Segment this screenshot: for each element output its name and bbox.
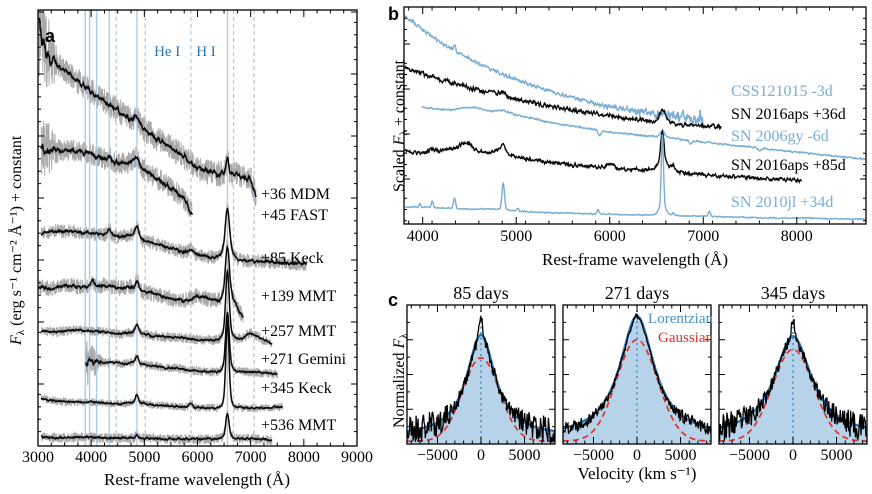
scaled-prefix: Scaled xyxy=(391,145,408,192)
lambda-subscript: λ xyxy=(15,329,27,336)
panel-b-xtick-5000: 5000 xyxy=(500,228,533,245)
panel-c2-xtick-0: 0 xyxy=(789,447,797,464)
legend-label-lorentzian: Lorentzian xyxy=(648,311,713,327)
panel-b-label: b xyxy=(388,4,399,24)
panel-c-xaxis-title: Velocity (km s⁻¹) xyxy=(577,464,697,483)
flux-units: (erg s⁻¹ cm⁻² Å⁻¹) + constant xyxy=(8,135,25,330)
panel-a-xtick-8000: 8000 xyxy=(287,449,320,466)
series-label-sn-2016aps-36d: SN 2016aps +36d xyxy=(731,106,846,123)
flux-symbol: F xyxy=(391,135,408,146)
spectrum-label-271-gemini: +271 Gemini xyxy=(261,351,347,368)
series-label-sn-2010jl-34d: SN 2010jl +34d xyxy=(731,194,834,211)
subplot-title-271-days: 271 days xyxy=(604,283,670,303)
species-label-he-i: He I xyxy=(154,44,181,60)
panel-a-xtick-3000: 3000 xyxy=(22,449,54,466)
panel-b-xtick-8000: 8000 xyxy=(780,228,813,245)
panel-a-yaxis-title: Fλ (erg s⁻¹ cm⁻² Å⁻¹) + constant xyxy=(6,136,27,345)
panel-c1-xtick-0: 0 xyxy=(633,447,641,464)
series-label-css121015-3d: CSS121015 -3d xyxy=(731,83,833,100)
panel-c0-xtick-0: 0 xyxy=(477,447,485,464)
subplot-title-345-days: 345 days xyxy=(760,283,826,303)
normalized-prefix: Normalized xyxy=(391,348,408,428)
flux-symbol: F xyxy=(8,335,25,345)
panel-b-xaxis-title: Rest-frame wavelength (Å) xyxy=(542,250,728,269)
series-label-sn-2006gy-6d: SN 2006gy -6d xyxy=(731,128,829,145)
spectrum-label-536-mmt: +536 MMT xyxy=(261,417,337,434)
species-label-h-i: H I xyxy=(196,44,216,60)
panel-c-label: c xyxy=(388,290,399,310)
panel-b-yaxis-title: Scaled Fλ + constant xyxy=(391,60,410,192)
spectrum-label-345-keck: +345 Keck xyxy=(261,380,332,397)
series-label-sn-2016aps-85d: SN 2016aps +85d xyxy=(731,157,846,174)
panel-a-xtick-4000: 4000 xyxy=(75,449,108,466)
panel-c2-xtick--5000: −5000 xyxy=(728,447,770,464)
panel-c-yaxis-title: Normalized Fλ xyxy=(391,333,410,428)
panel-a-xaxis-title: Rest-frame wavelength (Å) xyxy=(104,470,290,489)
panel-b-xtick-4000: 4000 xyxy=(406,228,439,245)
panel-a-xtick-6000: 6000 xyxy=(181,449,214,466)
panel-c1-xtick--5000: −5000 xyxy=(572,447,614,464)
legend-label-gaussian: Gaussian xyxy=(658,330,713,346)
spectrum-label-257-mmt: +257 MMT xyxy=(261,323,337,340)
flux-symbol: F xyxy=(391,338,408,349)
subplot-title-85-days: 85 days xyxy=(453,283,509,303)
panel-b-xtick-7000: 7000 xyxy=(687,228,720,245)
spectrum-label-45-fast: +45 FAST xyxy=(261,207,328,224)
lambda-subscript: λ xyxy=(398,130,410,136)
panel-b-xtick-6000: 6000 xyxy=(593,228,626,245)
panel-c0-xtick--5000: −5000 xyxy=(416,447,458,464)
spectrum-label-36-mdm: +36 MDM xyxy=(261,186,331,203)
panel-c2-xtick-5000: 5000 xyxy=(820,447,853,464)
panel-c1-xtick-5000: 5000 xyxy=(664,447,697,464)
lambda-subscript: λ xyxy=(398,333,410,339)
panel-c0-xtick-5000: 5000 xyxy=(508,447,541,464)
panel-a-xtick-7000: 7000 xyxy=(234,449,267,466)
panel-a-xtick-9000: 9000 xyxy=(341,449,373,466)
constant-suffix: + constant xyxy=(391,59,408,131)
panel-a-xtick-5000: 5000 xyxy=(128,449,161,466)
spectrum-label-139-mmt: +139 MMT xyxy=(261,288,337,305)
spectrum-label-85-keck: +85 Keck xyxy=(261,250,324,267)
panel-a-label: a xyxy=(45,26,56,46)
